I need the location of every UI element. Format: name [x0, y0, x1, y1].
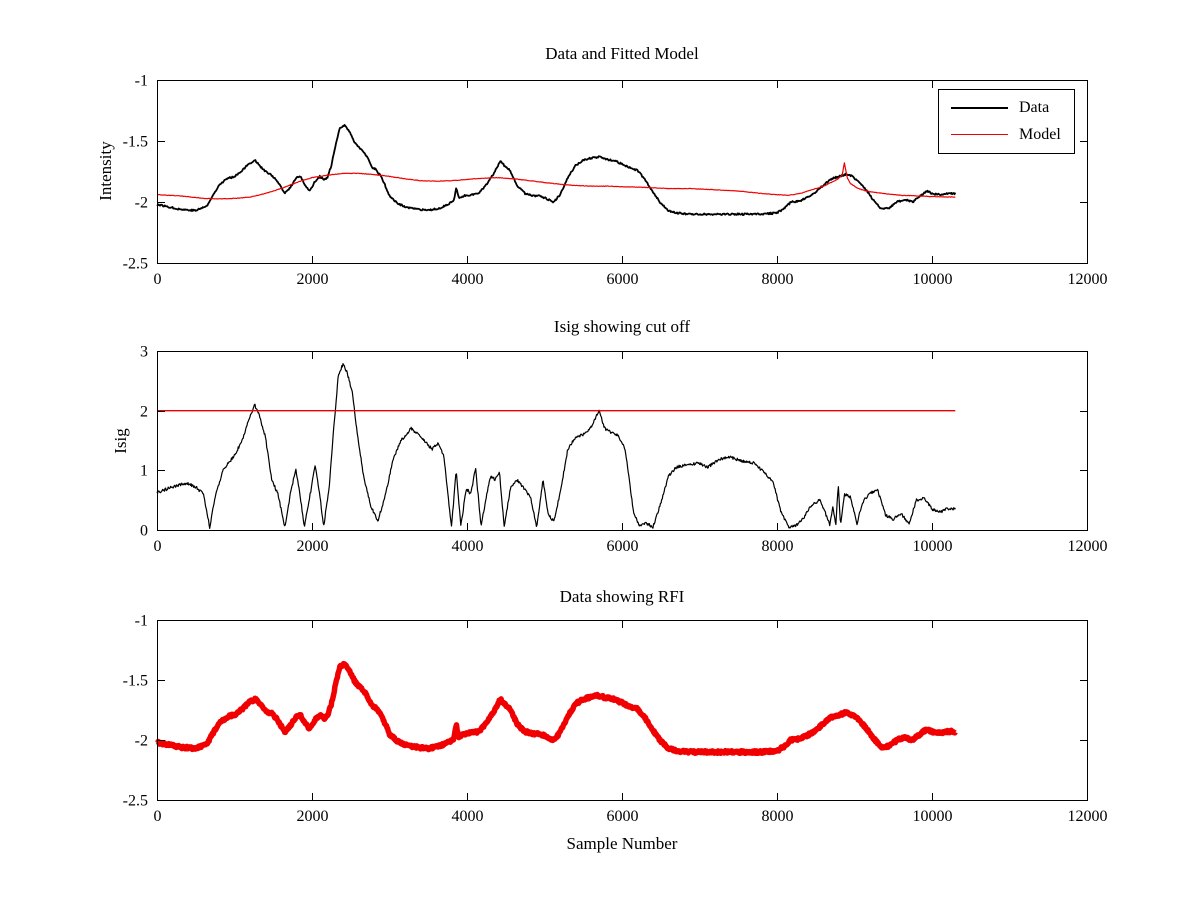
subplot3-xlabel: Sample Number [566, 834, 678, 853]
subplot1-title: Data and Fitted Model [545, 44, 699, 63]
series-model [156, 162, 956, 200]
series-data-rfi [154, 660, 958, 757]
x-tick-label: 6000 [607, 538, 639, 555]
x-tick-label: 8000 [762, 271, 794, 288]
x-tick-label: 10000 [913, 271, 953, 288]
x-tick-label: 0 [154, 271, 162, 288]
x-tick-label: 12000 [1068, 808, 1108, 825]
legend-line-swatch-model [951, 134, 1008, 136]
y-tick-label: 2 [140, 404, 148, 421]
axes-box [157, 351, 1088, 531]
x-tick-label: 4000 [452, 808, 484, 825]
x-tick-label: 6000 [607, 271, 639, 288]
x-tick-label: 4000 [452, 538, 484, 555]
y-tick-label: 0 [140, 523, 148, 540]
subplot2-ylabel: Isig [111, 428, 130, 454]
legend-label-data: Data [1019, 99, 1050, 117]
legend-line-swatch-data [951, 107, 1008, 110]
x-tick-label: 4000 [452, 271, 484, 288]
subplot2-title: Isig showing cut off [553, 317, 691, 336]
subplot3-title: Data showing RFI [559, 587, 685, 606]
y-tick-label: -2.5 [123, 793, 148, 810]
axes-box [157, 80, 1088, 264]
x-tick-label: 0 [154, 538, 162, 555]
subplot1-ylabel: Intensity [96, 141, 115, 201]
y-tick-label: -2.5 [123, 256, 148, 273]
x-tick-label: 10000 [913, 538, 953, 555]
series-isig [156, 363, 956, 530]
x-tick-label: 10000 [913, 808, 953, 825]
legend-box: Data Model [938, 89, 1075, 154]
x-tick-label: 12000 [1068, 538, 1108, 555]
x-tick-label: 6000 [607, 808, 639, 825]
y-tick-label: -1.5 [123, 673, 148, 690]
x-tick-label: 8000 [762, 538, 794, 555]
x-tick-label: 2000 [297, 538, 329, 555]
axes-box [157, 620, 1088, 801]
y-tick-label: -1 [135, 613, 148, 630]
x-tick-label: 2000 [297, 271, 329, 288]
x-tick-label: 2000 [297, 808, 329, 825]
y-tick-label: -1.5 [123, 134, 148, 151]
y-tick-label: -2 [135, 733, 148, 750]
legend-entry-model: Model [939, 125, 1074, 143]
y-tick-label: 3 [140, 344, 148, 361]
y-tick-label: 1 [140, 463, 148, 480]
legend-entry-data: Data [939, 100, 1074, 116]
x-tick-label: 12000 [1068, 271, 1108, 288]
series-data [156, 124, 957, 217]
legend-label-model: Model [1019, 125, 1061, 143]
x-tick-label: 8000 [762, 808, 794, 825]
x-tick-label: 0 [154, 808, 162, 825]
y-tick-label: -2 [135, 195, 148, 212]
y-tick-label: -1 [135, 73, 148, 90]
